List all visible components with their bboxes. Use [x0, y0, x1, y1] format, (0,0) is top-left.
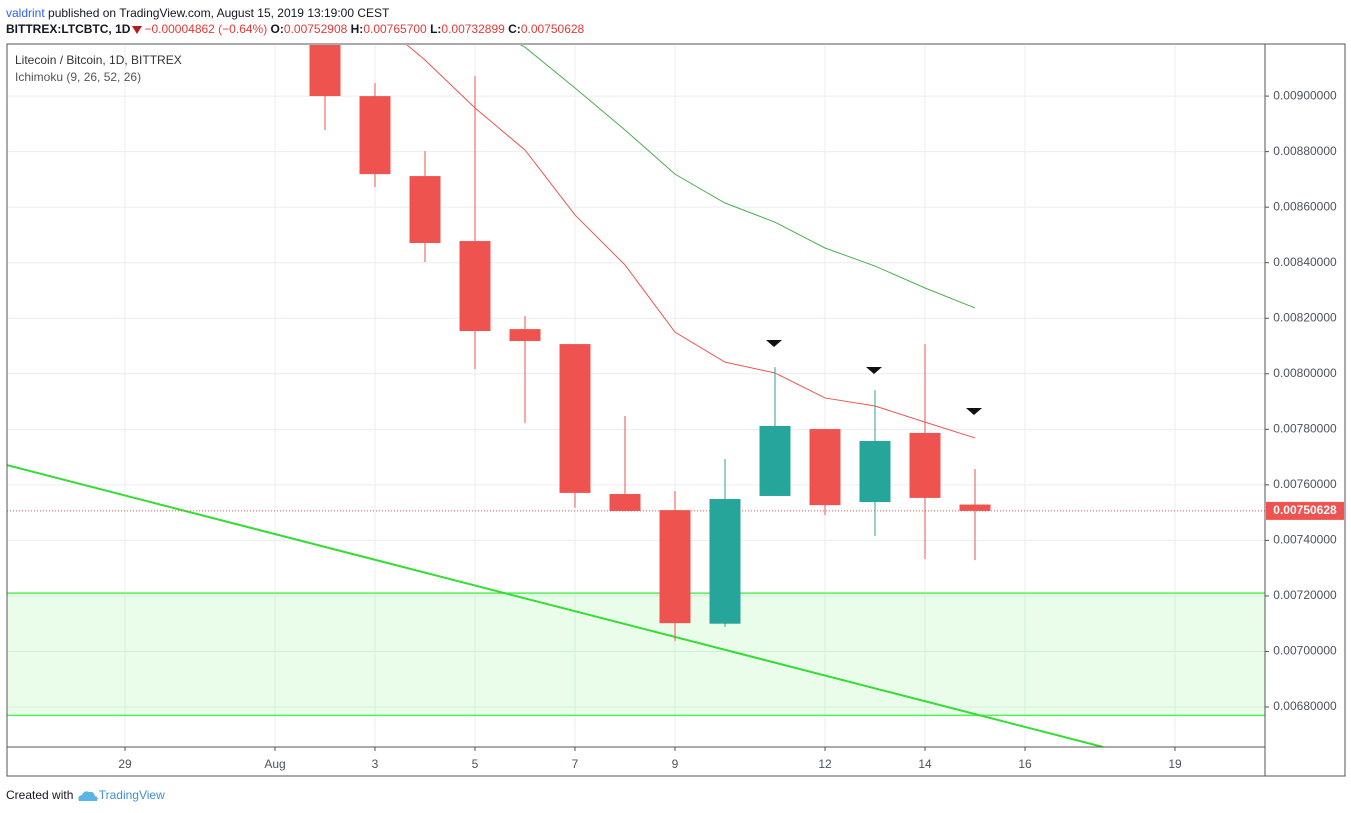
symbol: BITTREX:LTCBTC, 1D	[6, 22, 131, 36]
low-value: 0.00732899	[441, 22, 505, 36]
change: −0.00004862 (−0.64%)	[144, 22, 268, 36]
close-value: 0.00750628	[520, 22, 585, 36]
grid	[7, 45, 1265, 747]
low-label: L:	[430, 22, 442, 36]
candle-body	[309, 45, 341, 97]
quote-line: BITTREX:LTCBTC, 1D −0.00004862 (−0.64%) O…	[6, 22, 584, 36]
support-zone	[7, 593, 1265, 716]
candle-body	[559, 344, 591, 493]
y-tick-label: 0.00860000	[1273, 199, 1337, 213]
y-tick-label: 0.00700000	[1273, 644, 1337, 658]
y-tick-label: 0.00840000	[1273, 255, 1337, 269]
x-tick-label: 5	[472, 757, 479, 771]
legend-title: Litecoin / Bitcoin, 1D, BITTREX	[15, 53, 182, 67]
author[interactable]: valdrint	[6, 6, 45, 20]
last-price-box	[1266, 501, 1344, 520]
candle-body	[809, 429, 841, 506]
y-tick-label: 0.00820000	[1273, 310, 1337, 324]
candle-body	[659, 510, 691, 624]
brand[interactable]: TradingView	[98, 788, 165, 802]
candle-body	[759, 425, 791, 496]
open-label: O:	[270, 22, 284, 36]
x-tick-label: 9	[672, 757, 679, 771]
y-tick-label: 0.00780000	[1273, 421, 1337, 435]
close-label: C:	[508, 22, 521, 36]
resistance-marker	[766, 340, 782, 347]
y-tick-label: 0.00800000	[1273, 366, 1337, 380]
high-value: 0.00765700	[363, 22, 427, 36]
candle-body	[359, 96, 391, 175]
y-tick-label: 0.00740000	[1273, 533, 1337, 547]
indicator-label: Ichimoku (9, 26, 52, 26)	[15, 70, 141, 84]
y-tick-label: 0.00900000	[1273, 88, 1337, 102]
indicator-line	[519, 45, 976, 309]
resistance-marker	[866, 367, 882, 374]
x-tick-label: 3	[372, 757, 379, 771]
publish-line: valdrint published on TradingView.com, A…	[6, 6, 389, 20]
x-tick-label: Aug	[264, 757, 285, 771]
x-tick-label: 14	[918, 757, 932, 771]
high-label: H:	[350, 22, 364, 36]
candle-body	[459, 241, 491, 332]
y-tick-label: 0.00880000	[1273, 144, 1337, 158]
y-tick-label: 0.00720000	[1273, 588, 1337, 602]
x-tick-label: 7	[572, 757, 579, 771]
candle-body	[709, 499, 741, 624]
candle-body	[609, 494, 641, 511]
plot-area	[7, 45, 1265, 747]
x-tick-label: 19	[1168, 757, 1182, 771]
y-tick-label: 0.00680000	[1273, 699, 1337, 713]
down-triangle	[132, 25, 143, 34]
publish-info: published on TradingView.com, August 15,…	[44, 6, 390, 20]
footer: Created with TradingView	[6, 788, 165, 803]
x-tick-label: 16	[1018, 757, 1032, 771]
resistance-marker	[966, 408, 982, 415]
brand-logo	[78, 791, 98, 801]
candle-body	[409, 176, 441, 243]
created-with: Created with	[6, 788, 74, 802]
candle-body	[909, 432, 941, 498]
axes: 0.00680000 0.00700000 0.00720000 0.00740000…	[118, 88, 1344, 771]
candle-body	[859, 440, 891, 503]
x-tick-label: 29	[118, 757, 132, 771]
trendline	[7, 464, 1104, 747]
last-price-label: 0.00750628	[1273, 503, 1337, 517]
chart: 0.00680000 0.00700000 0.00720000 0.00740000…	[6, 43, 1346, 777]
candle-body	[509, 329, 541, 342]
y-tick-label: 0.00760000	[1273, 477, 1337, 491]
x-tick-label: 12	[818, 757, 832, 771]
open-value: 0.00752908	[283, 22, 348, 36]
frame	[6, 43, 1346, 777]
candle-body	[959, 504, 991, 511]
